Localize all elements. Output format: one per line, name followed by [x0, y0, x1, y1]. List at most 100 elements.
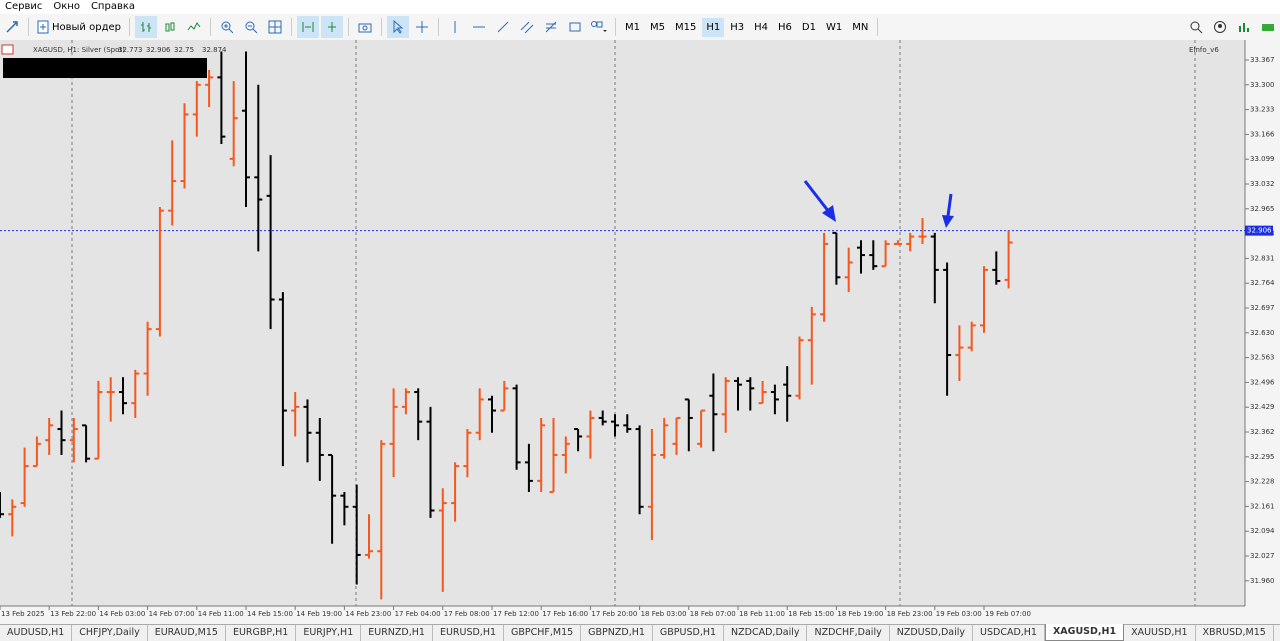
tile-windows[interactable]: [264, 16, 286, 38]
account[interactable]: [1209, 16, 1231, 38]
separator: [877, 18, 879, 36]
timeframe-button[interactable]: H6: [778, 21, 792, 33]
chart-shift[interactable]: [320, 16, 343, 38]
y-tick-label: 32.161: [1250, 502, 1275, 510]
timeframe-button[interactable]: H4: [754, 21, 769, 33]
ohlc-bar: [438, 488, 447, 592]
y-tick-label: 32.429: [1250, 403, 1275, 411]
symbol-tab[interactable]: GBPCHF,M15: [504, 625, 582, 641]
new-order-label: Новый ордер: [52, 21, 121, 33]
timeframe-button[interactable]: M5: [649, 21, 665, 33]
header-values: 32.773 32.906 32.75 32.874: [118, 46, 227, 54]
symbol-tab[interactable]: EURNZD,H1: [361, 625, 433, 641]
symbol-tab[interactable]: NZDCHF,Daily: [807, 625, 890, 641]
symbol-tab[interactable]: GBPUSD,H1: [653, 625, 725, 641]
symbol-tab[interactable]: EURGBP,H1: [226, 625, 297, 641]
symbol-tab[interactable]: NZDUSD,Daily: [890, 625, 974, 641]
channel[interactable]: [516, 16, 538, 38]
ohlc-bar: [340, 491, 349, 526]
timeframe-button[interactable]: H1: [702, 17, 725, 37]
symbol-tab[interactable]: XAGUSD,H1: [1044, 624, 1125, 641]
ohlc-bar: [623, 414, 632, 433]
ohlc-bar: [377, 440, 386, 600]
x-tick-label: 19 Feb 07:00: [985, 610, 1031, 618]
y-tick-label: 33.166: [1250, 130, 1275, 138]
ohlc-bar: [844, 247, 853, 293]
fibo[interactable]: [540, 16, 562, 38]
timeframe-button[interactable]: W1: [825, 21, 843, 33]
line-chart-button[interactable]: [183, 16, 205, 38]
timeframe-button[interactable]: D1: [801, 21, 816, 33]
x-tick-label: 13 Feb 22:00: [50, 610, 96, 618]
ohlc-bar: [82, 424, 91, 463]
crosshair[interactable]: [411, 16, 433, 38]
separator: [128, 18, 130, 36]
shapes[interactable]: [588, 16, 610, 38]
ohlc-bar: [807, 306, 816, 385]
zoom-in[interactable]: [216, 16, 238, 38]
ohlc-bar: [451, 462, 460, 522]
x-tick-label: 19 Feb 03:00: [936, 610, 982, 618]
cursor-tool[interactable]: [386, 16, 409, 38]
y-tick-label: 32.563: [1250, 354, 1275, 362]
day-separators: [71, 40, 1196, 606]
ohlc-bar: [918, 218, 927, 244]
x-tick-label: 18 Feb 11:00: [739, 610, 785, 618]
zoom-out[interactable]: [240, 16, 262, 38]
timeframe-button[interactable]: M15: [674, 21, 697, 33]
new-order-button[interactable]: Новый ордер: [33, 20, 125, 34]
rectangle[interactable]: [564, 16, 586, 38]
ohlc-bar: [414, 388, 423, 441]
symbol-tab[interactable]: XTIUSD,H1: [1274, 625, 1280, 641]
symbol-tab[interactable]: USDCAD,H1: [973, 625, 1045, 641]
horizontal-line[interactable]: [468, 16, 490, 38]
y-tick-label: 33.032: [1250, 180, 1275, 188]
symbol-tab[interactable]: EURAUD,M15: [148, 625, 226, 641]
autoscroll[interactable]: [296, 16, 319, 38]
ohlc-bar: [795, 336, 804, 400]
symbol-tab[interactable]: EURUSD,H1: [433, 625, 505, 641]
y-tick-label: 32.630: [1250, 329, 1275, 337]
ohlc-bar: [721, 377, 730, 433]
timeframe-button[interactable]: H3: [730, 21, 745, 33]
chart-header: XAGUSD, H1: Silver (Spot): [33, 46, 125, 54]
menu-item[interactable]: Окно: [53, 1, 80, 12]
ohlc-bar: [881, 240, 890, 268]
y-tick-label: 32.697: [1250, 304, 1275, 312]
ohlc-bar: [955, 325, 964, 381]
menu-item[interactable]: Сервис: [5, 1, 43, 12]
symbol-tab[interactable]: XAUUSD,H1: [1124, 625, 1196, 641]
vertical-line[interactable]: [444, 16, 466, 38]
menu-item[interactable]: Справка: [90, 1, 136, 12]
bar-chart-button[interactable]: [134, 16, 157, 38]
signals[interactable]: [1233, 16, 1255, 38]
candle-chart-button[interactable]: [159, 16, 181, 38]
ohlc-bar: [893, 240, 902, 245]
search[interactable]: [1185, 16, 1207, 38]
ohlc-bar: [598, 410, 607, 426]
ohlc-bar: [709, 373, 718, 452]
x-tick-label: 18 Feb 15:00: [788, 610, 834, 618]
ohlc-bar: [401, 388, 410, 415]
symbol-tab[interactable]: GBPNZD,H1: [581, 625, 653, 641]
timeframe-button[interactable]: MN: [852, 21, 869, 33]
trendline[interactable]: [492, 16, 514, 38]
symbol-tab[interactable]: EURJPY,H1: [296, 625, 362, 641]
chart: XAGUSD, H1: Silver (Spot) 32.773 32.906 32…: [0, 40, 1280, 624]
line-tool[interactable]: [1, 16, 23, 38]
screenshot[interactable]: [354, 16, 376, 38]
ohlc-bar: [389, 388, 398, 478]
status[interactable]: [1257, 16, 1279, 38]
symbol-tab[interactable]: CHFJPY,Daily: [72, 625, 148, 641]
ohlc-bar: [229, 81, 238, 167]
ohlc-bar: [697, 409, 706, 448]
ohlc-bar: [906, 232, 915, 252]
time-axis-background: [0, 606, 1245, 624]
ohlc-bar: [57, 410, 66, 455]
symbol-tab[interactable]: XBRUSD,M15: [1196, 625, 1274, 641]
timeframe-button[interactable]: M1: [624, 21, 640, 33]
ohlc-bar: [45, 417, 54, 455]
symbol-tab[interactable]: NZDCAD,Daily: [724, 625, 808, 641]
x-tick-label: 18 Feb 19:00: [837, 610, 883, 618]
symbol-tab[interactable]: AUDUSD,H1: [0, 625, 73, 641]
